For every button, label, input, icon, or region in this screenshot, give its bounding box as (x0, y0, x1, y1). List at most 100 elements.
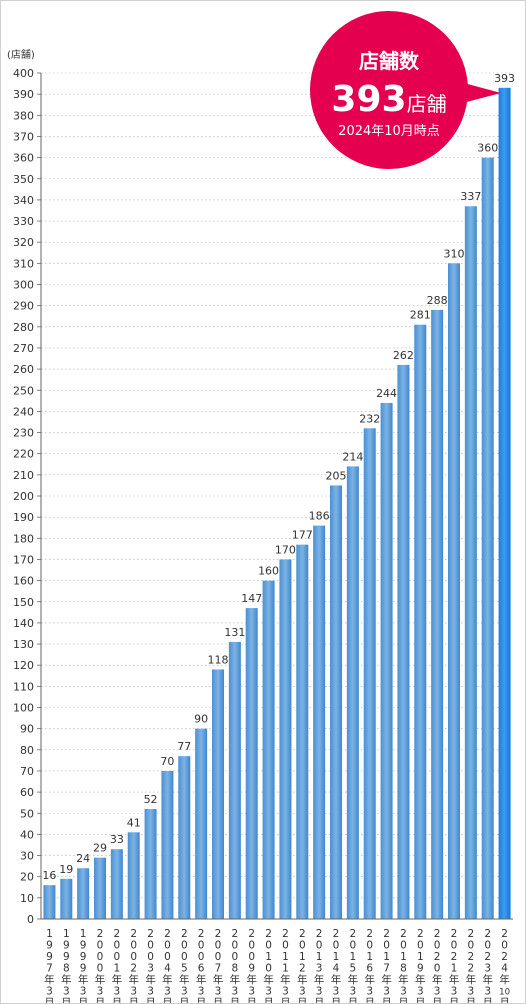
bar (212, 669, 224, 919)
y-tick-label: 0 (27, 913, 34, 926)
y-tick-label: 60 (20, 786, 34, 799)
bar (43, 885, 56, 919)
bar (60, 878, 73, 919)
y-axis-label: (店舗) (7, 48, 35, 61)
data-label: 118 (208, 653, 229, 666)
data-label: 41 (127, 816, 141, 829)
y-tick-label: 20 (20, 871, 34, 884)
data-label: 214 (342, 450, 363, 463)
data-label: 205 (326, 469, 347, 482)
y-tick-label: 40 (20, 828, 34, 841)
bar (228, 641, 241, 919)
y-axis: 0 10 20 30 40 50 60 70 80 90 100 110 120 130 140 150 160… (13, 67, 42, 926)
y-tick-label: 180 (13, 532, 34, 545)
bar (414, 324, 427, 919)
data-label: 288 (427, 294, 448, 307)
y-tick-label: 100 (13, 702, 34, 715)
bar (481, 157, 494, 920)
data-label: 337 (460, 190, 481, 203)
bar (363, 428, 376, 919)
bar (245, 608, 258, 919)
data-label: 310 (444, 247, 465, 260)
y-tick-label: 340 (13, 194, 34, 207)
y-tick-label: 150 (13, 596, 34, 609)
data-label: 170 (275, 543, 296, 556)
data-label: 281 (410, 309, 431, 322)
y-tick-label: 120 (13, 659, 34, 672)
y-tick-label: 260 (13, 363, 34, 376)
y-tick-label: 310 (13, 257, 34, 270)
bar (346, 466, 359, 919)
badge-count-number: 393 (331, 79, 406, 120)
y-tick-label: 400 (13, 67, 34, 80)
badge-title: 店舗数 (359, 49, 420, 73)
y-tick-label: 90 (20, 723, 34, 736)
bar (330, 485, 342, 919)
y-tick-label: 50 (20, 807, 34, 820)
bar (94, 857, 106, 919)
y-tick-label: 380 (13, 109, 34, 122)
data-label: 70 (160, 755, 174, 768)
y-tick-label: 210 (13, 469, 34, 482)
data-label: 360 (477, 142, 498, 155)
y-tick-label: 370 (13, 130, 34, 143)
data-label: 33 (110, 833, 124, 846)
store-count-badge: 店舗数 393店舗 2024年10月時点 (310, 11, 501, 169)
y-tick-label: 250 (13, 384, 34, 397)
badge-circle (310, 11, 468, 169)
data-label: 90 (194, 713, 208, 726)
data-label: 52 (144, 793, 158, 806)
y-tick-label: 200 (13, 490, 34, 503)
bar (161, 770, 174, 919)
data-label: 393 (494, 72, 515, 85)
bar (110, 849, 123, 919)
data-label: 77 (177, 740, 191, 753)
bar (380, 402, 393, 919)
y-tick-label: 330 (13, 215, 34, 228)
bar (498, 87, 511, 920)
data-label: 147 (241, 592, 262, 605)
y-tick-label: 300 (13, 279, 34, 292)
y-tick-label: 230 (13, 427, 34, 440)
y-tick-label: 170 (13, 553, 34, 566)
y-tick-label: 320 (13, 236, 34, 249)
bar (313, 525, 326, 919)
bar (178, 756, 191, 919)
y-tick-label: 350 (13, 173, 34, 186)
bar (262, 580, 275, 919)
y-tick-label: 390 (13, 88, 34, 101)
data-label: 177 (292, 529, 313, 542)
badge-count: 393店舗 (331, 79, 446, 120)
y-tick-label: 10 (20, 892, 34, 905)
bar (279, 559, 292, 919)
bar (195, 728, 208, 919)
y-tick-label: 280 (13, 321, 34, 334)
bar (77, 868, 90, 919)
badge-date: 2024年10月時点 (338, 124, 440, 139)
x-tick-label: 2 0 2 4 年 10 月 (499, 928, 510, 1003)
data-label: 29 (93, 842, 107, 855)
y-tick-label: 240 (13, 405, 34, 418)
